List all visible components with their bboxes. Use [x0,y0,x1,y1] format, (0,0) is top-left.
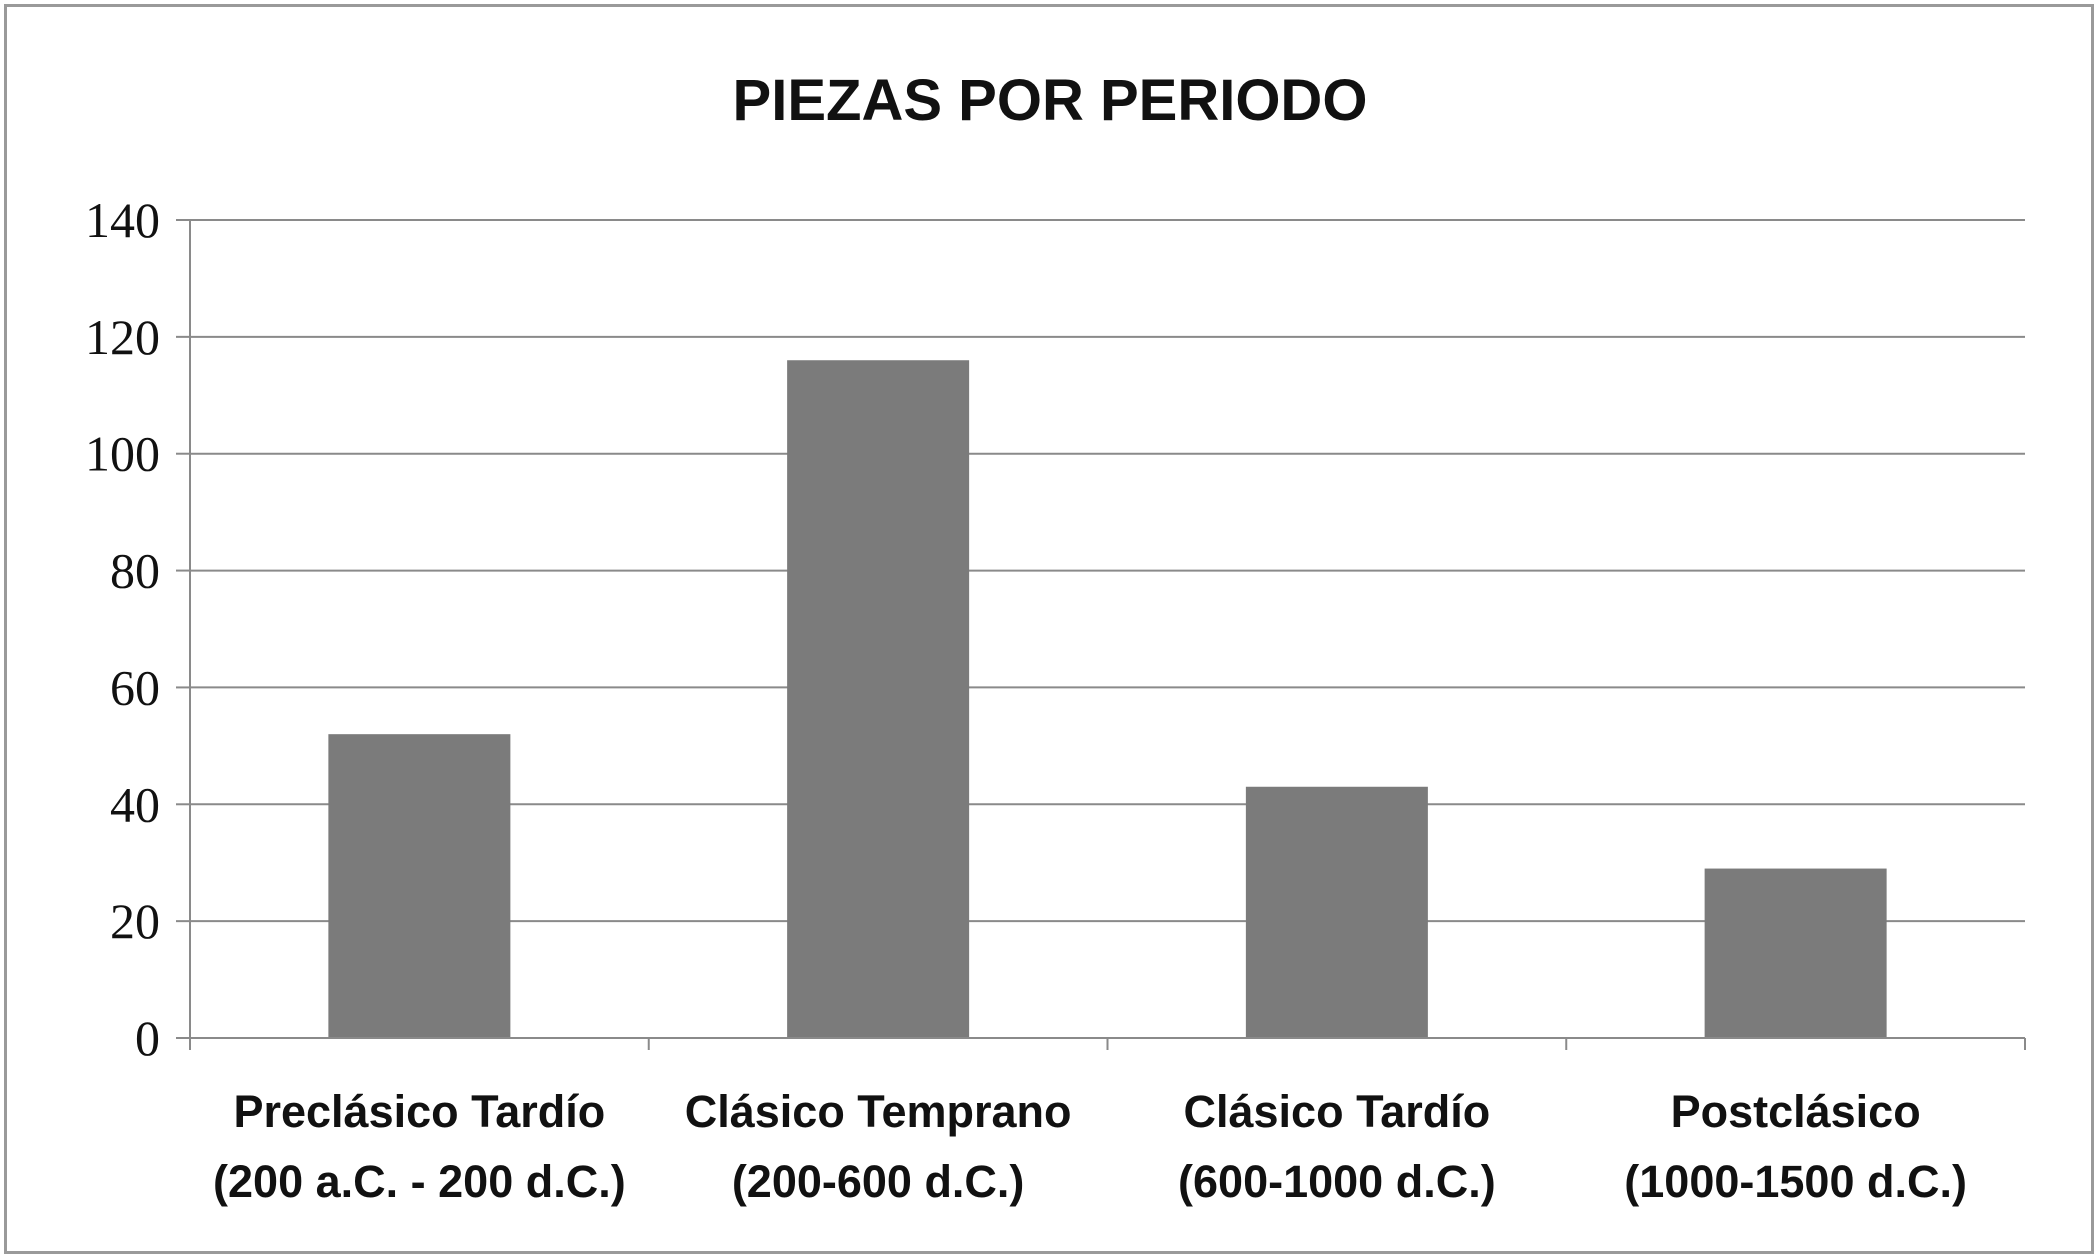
bars [328,360,1887,1038]
x-tick-label: Clásico Temprano (200-600 d.C.) [685,1086,1072,1207]
y-tick-label: 120 [85,309,160,365]
bar [1704,868,1887,1038]
y-tick-label: 140 [85,192,160,248]
bar [1245,786,1428,1038]
y-tick-labels: 0 20 40 60 80 100 120 140 [85,192,160,1066]
x-tick-label-line: (200 a.C. - 200 d.C.) [213,1156,626,1207]
x-tick-label-line: Postclásico [1671,1086,1921,1137]
x-tick-label-line: (1000-1500 d.C.) [1624,1156,1967,1207]
chart-frame [4,4,2094,1254]
axes [189,220,2026,1050]
x-tick-label: Clásico Tardío (600-1000 d.C.) [1178,1086,1496,1207]
bar [328,734,511,1038]
bar [787,360,970,1038]
x-tick-label-line: Clásico Tardío [1184,1086,1491,1137]
chart-title: PIEZAS POR PERIODO [733,68,1368,133]
y-tick-label: 20 [110,893,160,949]
x-tick-label-line: Preclásico Tardío [233,1086,605,1137]
y-tick-label: 60 [110,659,160,715]
y-tick-label: 80 [110,543,160,599]
x-tick-label-line: Clásico Temprano [685,1086,1072,1137]
x-tick-label: Preclásico Tardío (200 a.C. - 200 d.C.) [213,1086,626,1207]
x-tick-label-line: (200-600 d.C.) [732,1156,1025,1207]
x-tick-label: Postclásico (1000-1500 d.C.) [1624,1086,1967,1207]
y-tick-label: 100 [85,426,160,482]
y-tick-label: 0 [135,1010,160,1066]
x-tick-labels: Preclásico Tardío (200 a.C. - 200 d.C.) Cl… [213,1086,1967,1207]
y-tick-label: 40 [110,776,160,832]
x-tick-label-line: (600-1000 d.C.) [1178,1156,1496,1207]
